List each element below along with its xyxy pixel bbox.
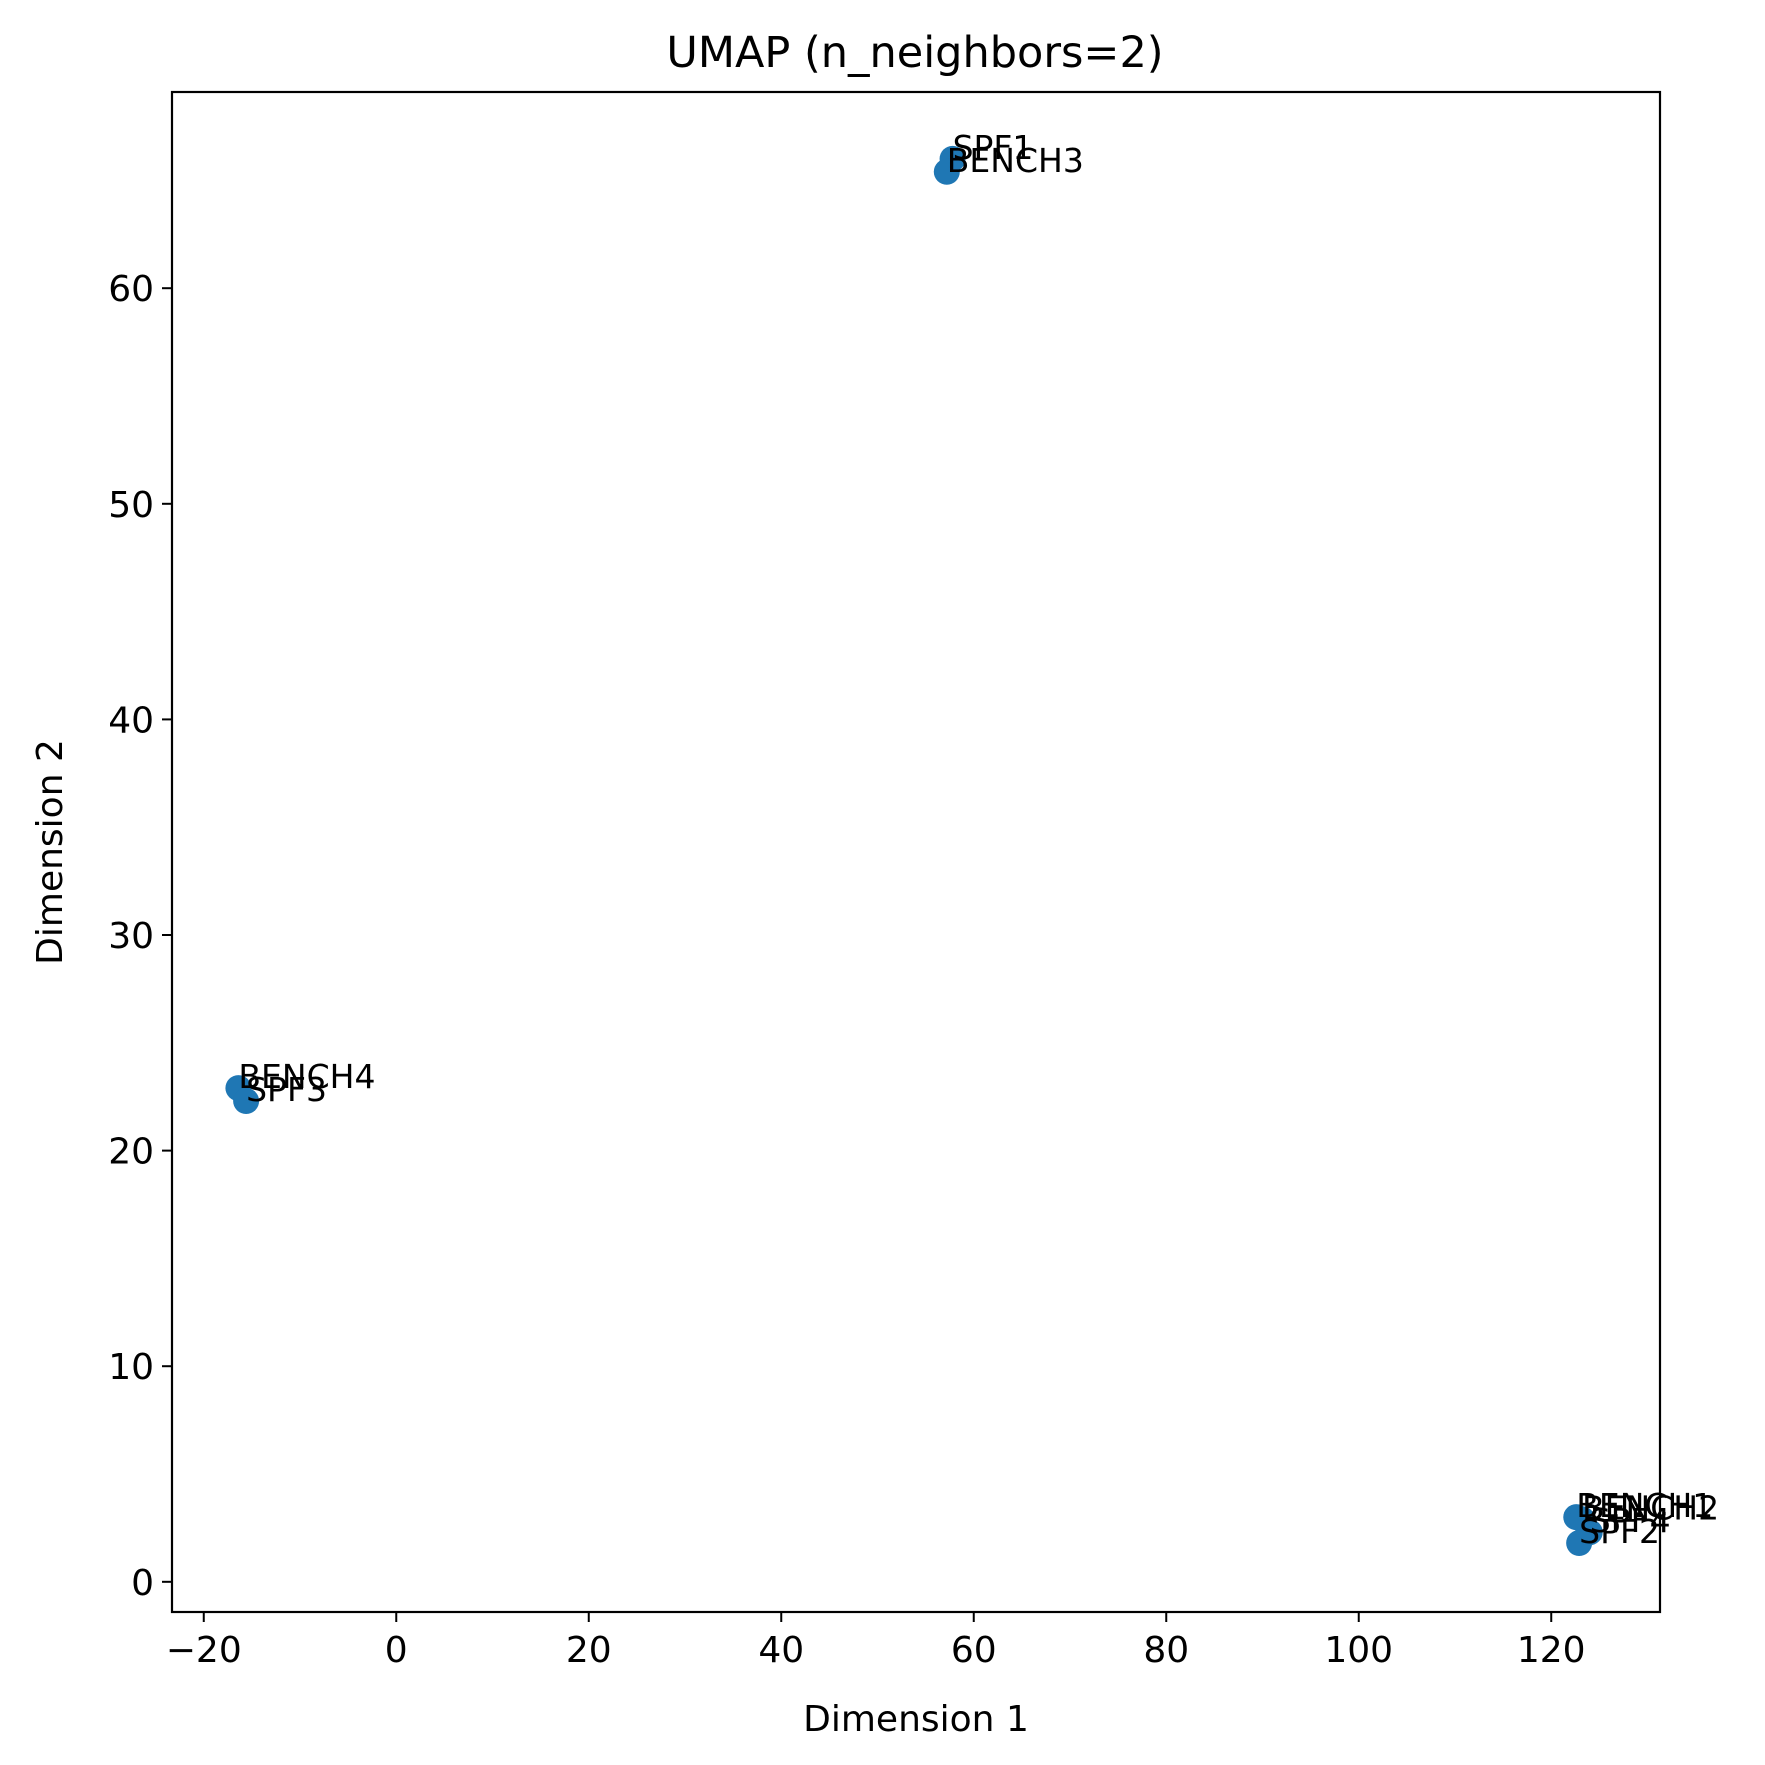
x-tick-label: 60 <box>951 1630 997 1671</box>
x-axis-ticks: −20 0 20 40 60 80 100 120 <box>166 1612 1586 1671</box>
point-label-bench2: BENCH2 <box>1582 1488 1719 1527</box>
y-tick-label: 20 <box>108 1132 154 1173</box>
data-point-spf3 <box>233 1088 260 1115</box>
point-label-spf3: SPF3 <box>246 1070 327 1109</box>
point-label-spf1: SPF1 <box>953 128 1034 167</box>
x-tick-label: 100 <box>1324 1630 1393 1671</box>
point-label-bench1: BENCH1 <box>1576 1486 1713 1525</box>
x-tick-label: 120 <box>1517 1630 1586 1671</box>
x-tick-label: −20 <box>166 1630 242 1671</box>
data-point-spf2 <box>1566 1530 1593 1557</box>
x-tick-label: 40 <box>758 1630 804 1671</box>
y-tick-label: 40 <box>108 700 154 741</box>
point-label-spf2: SPF2 <box>1579 1512 1660 1551</box>
point-label-spf4: SPF4 <box>1590 1501 1671 1540</box>
y-axis-ticks: 0 10 20 30 40 50 60 <box>108 269 172 1604</box>
point-label-bench3: BENCH3 <box>947 141 1084 180</box>
plot-area-frame <box>170 90 1662 1614</box>
data-point-bench3 <box>933 158 960 185</box>
y-tick-label: 60 <box>108 269 154 310</box>
points-layer <box>225 145 1603 1557</box>
y-tick-label: 50 <box>108 485 154 526</box>
y-tick-label: 10 <box>108 1347 154 1388</box>
chart-title: UMAP (n_neighbors=2) <box>666 28 1163 78</box>
y-tick-label: 30 <box>108 916 154 957</box>
x-tick-label: 0 <box>385 1630 408 1671</box>
x-axis-label: Dimension 1 <box>803 1699 1029 1740</box>
point-label-bench4: BENCH4 <box>238 1057 375 1096</box>
x-tick-label: 80 <box>1143 1630 1189 1671</box>
x-tick-label: 20 <box>566 1630 612 1671</box>
y-axis-label: Dimension 2 <box>30 739 71 965</box>
y-tick-label: 0 <box>131 1563 154 1604</box>
